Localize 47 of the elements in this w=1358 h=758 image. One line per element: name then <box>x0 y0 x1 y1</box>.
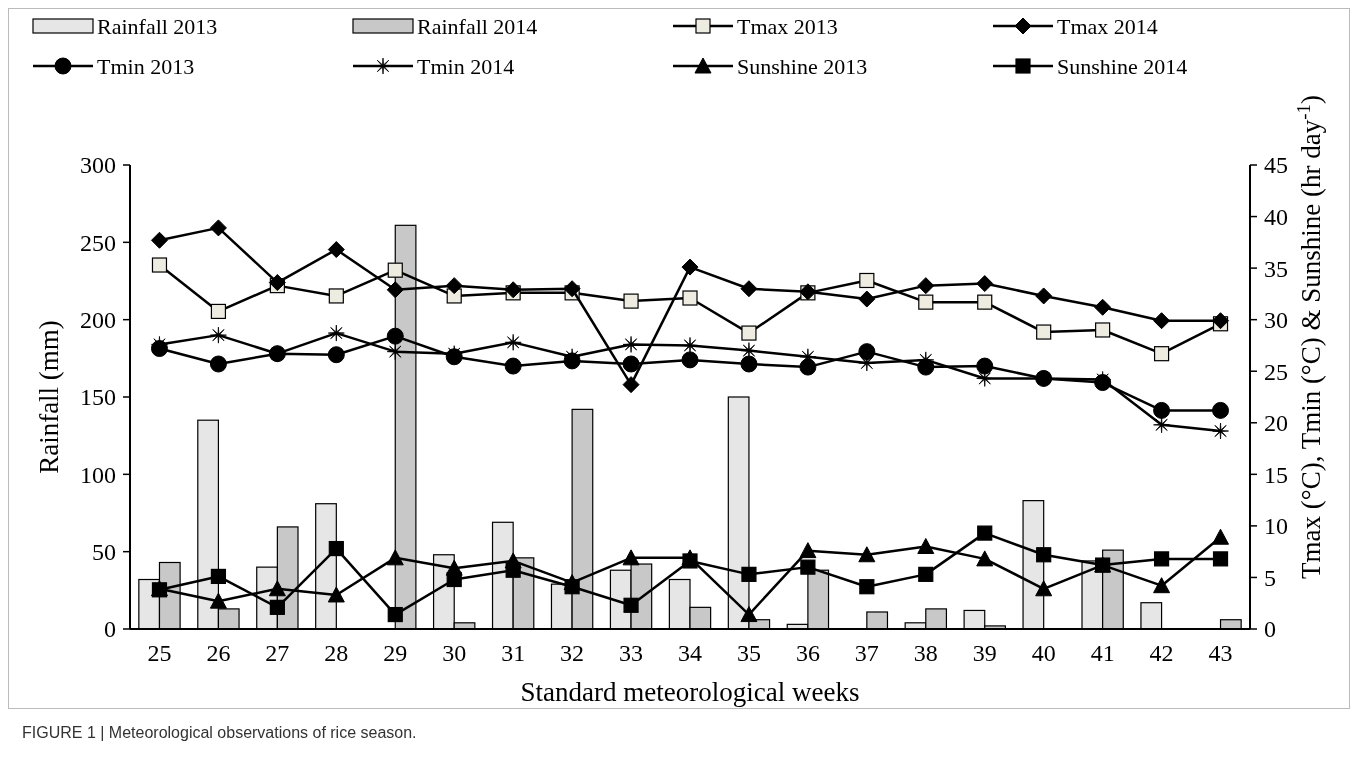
legend-label: Tmin 2013 <box>97 53 195 79</box>
y-tick-label: 300 <box>80 152 116 179</box>
x-axis-title: Standard meteorological weeks <box>520 677 860 707</box>
legend-label: Tmax 2013 <box>737 13 838 39</box>
legend-label: Tmax 2014 <box>1057 13 1158 39</box>
y2-tick-label: 45 <box>1264 152 1288 179</box>
legend-label: Rainfall 2014 <box>417 13 538 39</box>
x-tick-label: 41 <box>1090 640 1115 666</box>
y2-tick-label: 5 <box>1264 564 1276 591</box>
y2-tick-label: 25 <box>1264 358 1288 385</box>
y2-tick-label: 0 <box>1264 616 1276 643</box>
x-tick-label: 43 <box>1208 640 1233 666</box>
x-tick-label: 34 <box>678 640 702 666</box>
y-axis-title: Rainfall (mm) <box>34 320 64 474</box>
x-tick-label: 28 <box>324 640 349 666</box>
y-tick-label: 50 <box>92 539 116 566</box>
x-tick-label: 30 <box>442 640 467 666</box>
y-tick-label: 250 <box>80 229 116 256</box>
x-tick-label: 40 <box>1031 640 1056 666</box>
legend-label: Sunshine 2014 <box>1057 53 1188 79</box>
legend-label: Tmin 2014 <box>417 53 515 79</box>
x-tick-label: 29 <box>383 640 408 666</box>
y2-tick-label: 35 <box>1264 255 1288 282</box>
y-tick-label: 150 <box>80 384 116 411</box>
y-tick-label: 0 <box>104 616 116 643</box>
y-tick-label: 200 <box>80 307 116 334</box>
y2-tick-label: 20 <box>1264 410 1288 437</box>
legend-label: Sunshine 2013 <box>737 53 868 79</box>
x-tick-label: 25 <box>147 640 172 666</box>
y2-tick-label: 15 <box>1264 461 1288 488</box>
y-tick-label: 100 <box>80 461 116 488</box>
x-tick-label: 42 <box>1149 640 1174 666</box>
x-tick-label: 38 <box>913 640 938 666</box>
y2-tick-label: 30 <box>1264 307 1288 334</box>
y2-tick-label: 10 <box>1264 513 1288 540</box>
x-tick-label: 27 <box>265 640 290 666</box>
y2-tick-label: 40 <box>1264 203 1288 230</box>
x-tick-label: 26 <box>206 640 231 666</box>
legend-label: Rainfall 2013 <box>97 13 218 39</box>
x-tick-label: 37 <box>854 640 879 666</box>
x-tick-label: 32 <box>560 640 585 666</box>
x-tick-label: 33 <box>619 640 644 666</box>
caption: FIGURE 1 | Meteorological observations of rice season. <box>22 724 417 741</box>
x-tick-label: 39 <box>972 640 997 666</box>
x-tick-label: 31 <box>501 640 526 666</box>
x-tick-label: 35 <box>736 640 761 666</box>
x-tick-label: 36 <box>795 640 820 666</box>
